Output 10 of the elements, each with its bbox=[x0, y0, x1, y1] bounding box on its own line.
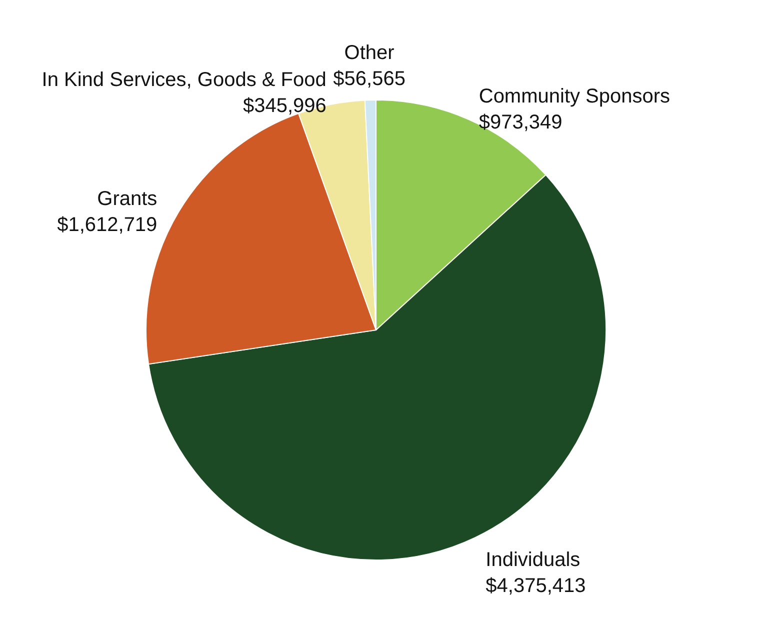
data-label: $1,612,719 bbox=[57, 214, 158, 236]
slice-label: Community Sponsors bbox=[478, 86, 670, 108]
slice-label: Grants bbox=[97, 188, 158, 210]
data-label: $345,996 bbox=[242, 94, 326, 117]
data-label: $4,375,413 bbox=[486, 575, 586, 598]
data-label: $56,565 bbox=[333, 68, 406, 90]
slice-label: In Kind Services, Goods & Food bbox=[42, 68, 326, 91]
data-label: $973,349 bbox=[478, 112, 562, 134]
slice-label: Other bbox=[344, 42, 395, 64]
slice-label: Individuals bbox=[486, 549, 580, 572]
